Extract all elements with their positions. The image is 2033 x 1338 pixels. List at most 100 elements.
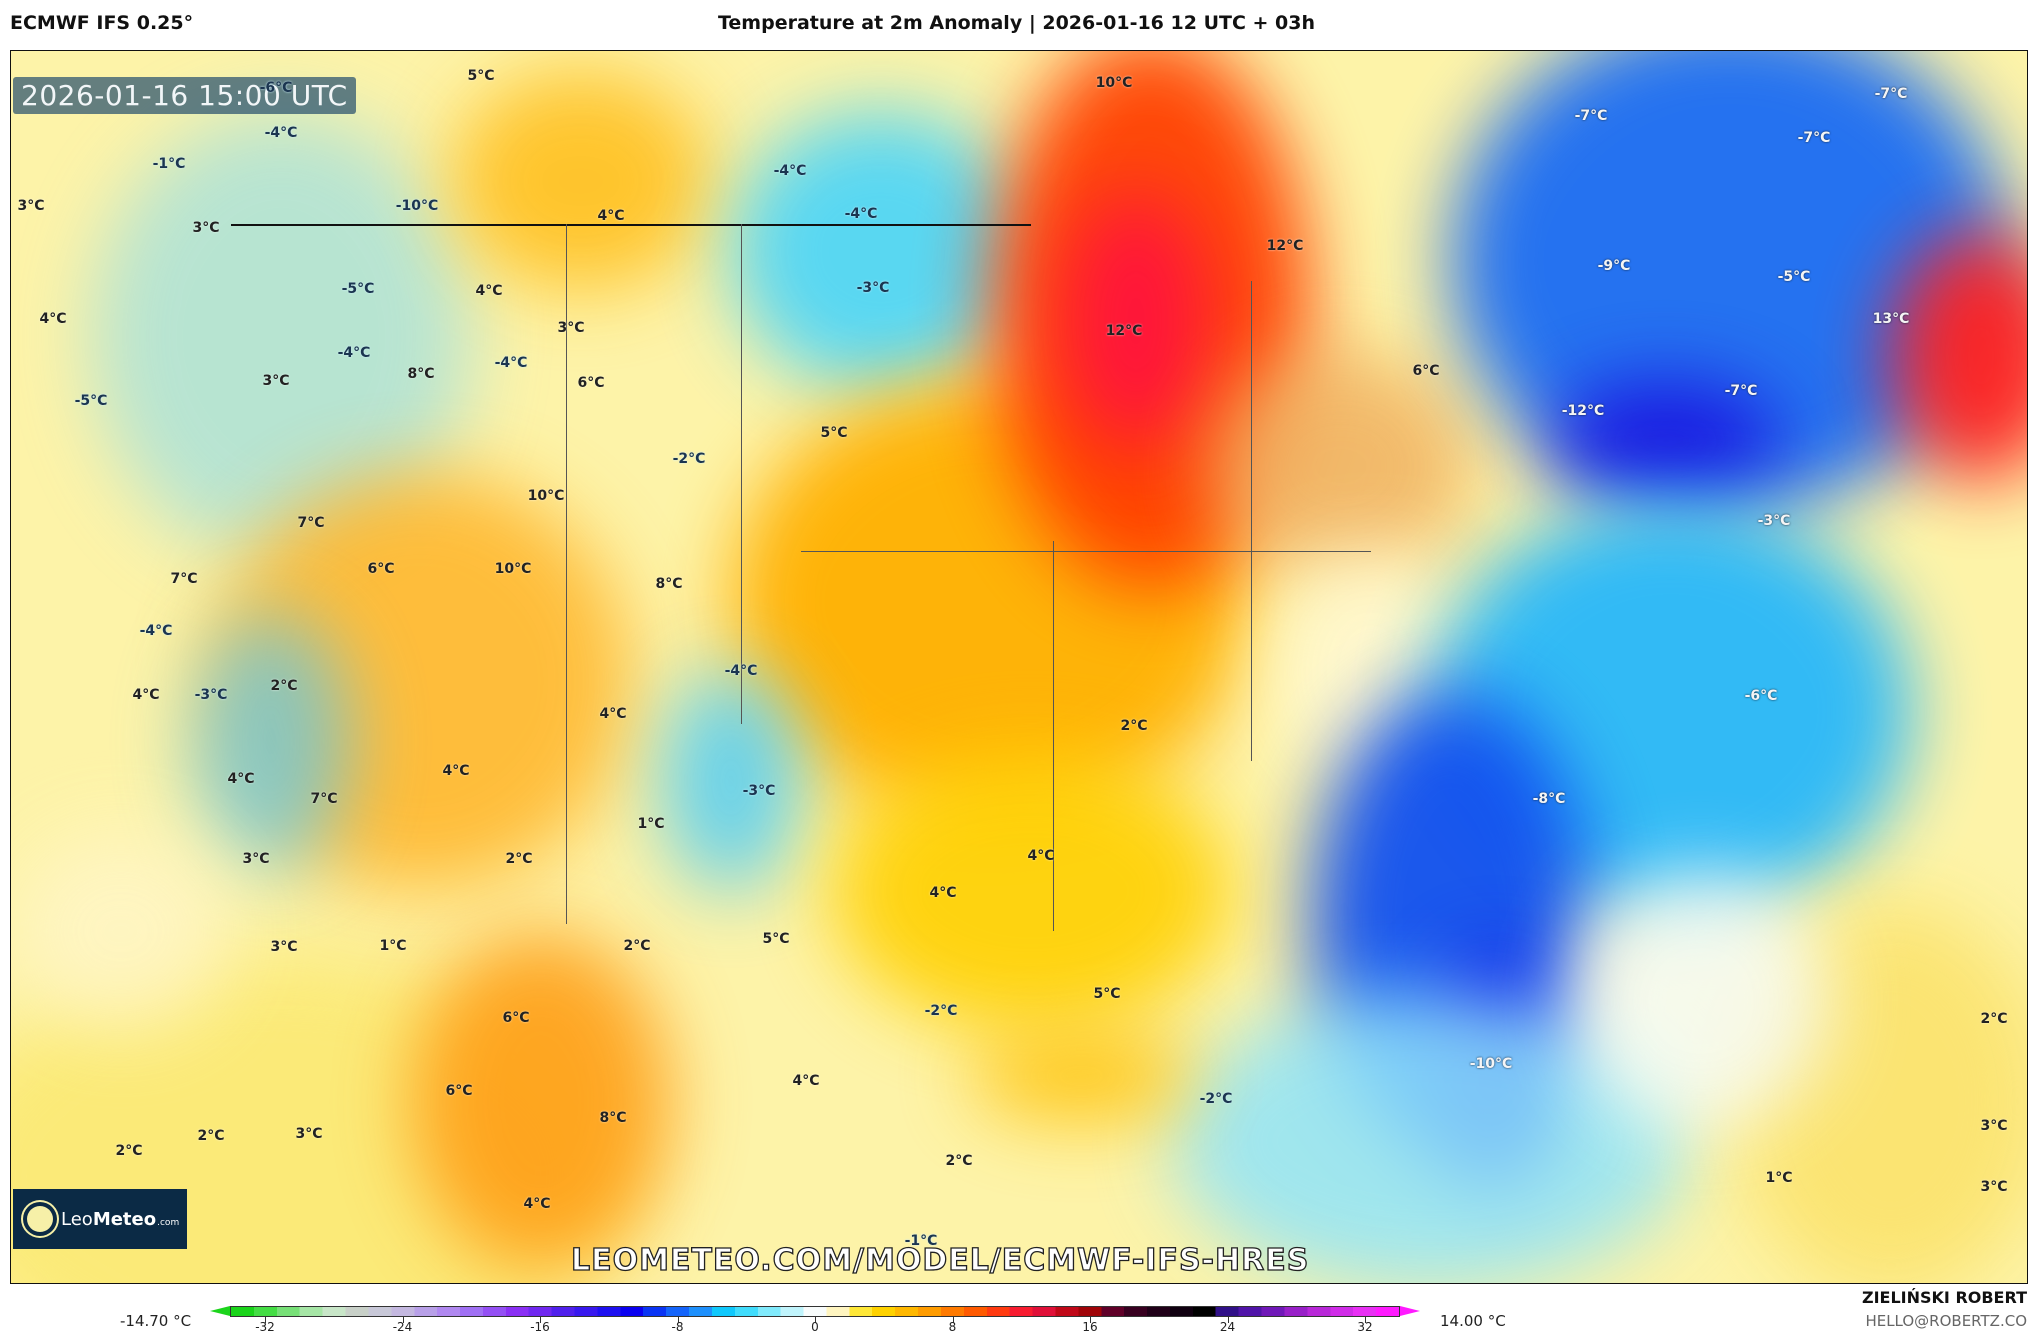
sun-icon — [27, 1206, 53, 1232]
temperature-label: 2°C — [115, 1143, 143, 1159]
temperature-label: -6°C — [259, 80, 293, 96]
temperature-label: -7°C — [1797, 130, 1831, 146]
temperature-label: 2°C — [945, 1153, 973, 1169]
temperature-label: 5°C — [820, 425, 848, 441]
temperature-label: 12°C — [1266, 238, 1304, 254]
temperature-label: 6°C — [577, 375, 605, 391]
colorbar-min-label: -14.70 °C — [120, 1312, 192, 1330]
temperature-label: 3°C — [295, 1126, 323, 1142]
author-email[interactable]: HELLO@ROBERTZ.CO — [1865, 1312, 2027, 1330]
colorbar-tick — [1365, 1317, 1366, 1323]
temperature-label: -6°C — [1744, 688, 1778, 704]
temperature-label: -2°C — [672, 451, 706, 467]
temperature-label: 4°C — [475, 283, 503, 299]
temperature-label: -4°C — [139, 623, 173, 639]
temperature-label: -10°C — [1469, 1056, 1513, 1072]
temperature-label: 4°C — [597, 208, 625, 224]
temperature-label: 3°C — [1980, 1179, 2008, 1195]
temperature-label: 3°C — [242, 851, 270, 867]
temperature-label: 8°C — [599, 1110, 627, 1126]
state-line — [741, 224, 742, 724]
colorbar-tick — [265, 1317, 266, 1323]
temperature-label: -5°C — [74, 393, 108, 409]
temperature-label: -2°C — [924, 1003, 958, 1019]
temperature-label: -3°C — [742, 783, 776, 799]
temperature-label: 2°C — [1120, 718, 1148, 734]
temperature-label: 6°C — [1412, 363, 1440, 379]
temperature-label: 10°C — [527, 488, 565, 504]
temperature-label: 2°C — [505, 851, 533, 867]
temperature-label: -1°C — [152, 156, 186, 172]
temperature-label: -4°C — [724, 663, 758, 679]
temperature-label: -12°C — [1561, 403, 1605, 419]
colorbar-tick-label: 32 — [1357, 1320, 1373, 1334]
temperature-label: 10°C — [494, 561, 532, 577]
temperature-anomaly-map[interactable]: 2026-01-16 15:00 UTC -6°C 5°C -4°C -1°C -10°… — [10, 50, 2028, 1284]
colorbar-tick-label: -32 — [255, 1320, 275, 1334]
state-line — [801, 551, 1371, 552]
temperature-label: 3°C — [262, 373, 290, 389]
temperature-label: 3°C — [270, 939, 298, 955]
temperature-label: 6°C — [367, 561, 395, 577]
temperature-label: -1°C — [904, 1233, 938, 1249]
colorbar-arrow-left — [210, 1306, 230, 1316]
model-name: ECMWF IFS 0.25° — [10, 12, 194, 34]
temperature-label: 4°C — [792, 1073, 820, 1089]
temperature-label: 4°C — [132, 687, 160, 703]
temperature-label: -9°C — [1597, 258, 1631, 274]
temperature-label: 1°C — [1765, 1170, 1793, 1186]
temperature-label: -2°C — [1199, 1091, 1233, 1107]
temperature-label: 1°C — [379, 938, 407, 954]
temperature-label: -7°C — [1874, 86, 1908, 102]
temperature-label: 2°C — [197, 1128, 225, 1144]
temperature-label: -4°C — [264, 125, 298, 141]
temperature-label: 5°C — [1093, 986, 1121, 1002]
temperature-label: 4°C — [523, 1196, 551, 1212]
temperature-label: 7°C — [310, 791, 338, 807]
colorbar-max-label: 14.00 °C — [1440, 1312, 1506, 1330]
state-line — [1251, 281, 1252, 761]
temperature-label: 12°C — [1105, 323, 1143, 339]
canada-us-border — [231, 224, 1031, 226]
colorbar-tick-label: -16 — [530, 1320, 550, 1334]
temperature-label: 4°C — [929, 885, 957, 901]
temperature-label: 5°C — [467, 68, 495, 84]
temperature-label: -4°C — [494, 355, 528, 371]
temperature-label: 3°C — [557, 320, 585, 336]
temperature-label: 7°C — [297, 515, 325, 531]
temperature-label: 2°C — [623, 938, 651, 954]
colorbar-tick-label: 0 — [811, 1320, 819, 1334]
temperature-label: -4°C — [844, 206, 878, 222]
temperature-label: 3°C — [1980, 1118, 2008, 1134]
temperature-label: 4°C — [227, 771, 255, 787]
temperature-label: 3°C — [17, 198, 45, 214]
state-line — [566, 224, 567, 924]
colorbar-gradient — [230, 1306, 1400, 1317]
temperature-label: -8°C — [1532, 791, 1566, 807]
temperature-label: -3°C — [194, 687, 228, 703]
temperature-label: -4°C — [337, 345, 371, 361]
temperature-label: 4°C — [39, 311, 67, 327]
colorbar-tick — [1090, 1317, 1091, 1323]
temperature-label: 5°C — [762, 931, 790, 947]
temperature-label: 1°C — [637, 816, 665, 832]
valid-time-badge: 2026-01-16 15:00 UTC — [13, 77, 356, 114]
temperature-label: 10°C — [1095, 75, 1133, 91]
temperature-label: 4°C — [599, 706, 627, 722]
colorbar — [210, 1306, 1420, 1317]
temperature-label: 7°C — [170, 571, 198, 587]
temperature-label: 8°C — [407, 366, 435, 382]
temperature-label: 4°C — [442, 763, 470, 779]
anomaly-field — [11, 51, 2027, 1283]
colorbar-tick-label: 16 — [1082, 1320, 1098, 1334]
temperature-label: -5°C — [341, 281, 375, 297]
colorbar-tick — [1227, 1317, 1229, 1323]
leometeo-logo[interactable]: LeoMeteo.com — [13, 1189, 187, 1249]
temperature-label: -7°C — [1724, 383, 1758, 399]
colorbar-tick-label: 8 — [948, 1320, 957, 1334]
temperature-label: 2°C — [1980, 1011, 2008, 1027]
watermark-url: LEOMETEO.COM/MODEL/ECMWF-IFS-HRES — [570, 1242, 1310, 1278]
colorbar-tick-label: -24 — [392, 1320, 413, 1334]
temperature-label: -3°C — [856, 280, 890, 296]
temperature-label: 6°C — [502, 1010, 530, 1026]
